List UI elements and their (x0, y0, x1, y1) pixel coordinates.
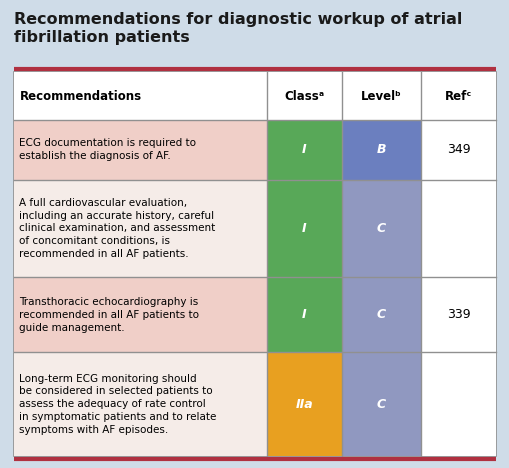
Text: 339: 339 (446, 308, 469, 322)
Text: Classᵃ: Classᵃ (284, 89, 324, 102)
Text: Long-term ECG monitoring should
be considered in selected patients to
assess the: Long-term ECG monitoring should be consi… (19, 373, 216, 435)
Text: C: C (376, 398, 385, 410)
Text: C: C (376, 308, 385, 322)
Text: A full cardiovascular evaluation,
including an accurate history, careful
clinica: A full cardiovascular evaluation, includ… (19, 198, 215, 259)
Bar (267, 352, 341, 456)
Bar (267, 120, 341, 180)
Text: I: I (301, 308, 306, 322)
Bar (420, 278, 495, 352)
Text: B: B (376, 143, 385, 156)
Bar (267, 180, 341, 278)
Bar (14, 352, 267, 456)
Bar (14, 72, 495, 120)
Bar (14, 72, 495, 456)
Bar (341, 180, 420, 278)
Text: Transthoracic echocardiography is
recommended in all AF patients to
guide manage: Transthoracic echocardiography is recomm… (19, 297, 199, 333)
Text: fibrillation patients: fibrillation patients (14, 30, 189, 45)
Text: ECG documentation is required to
establish the diagnosis of AF.: ECG documentation is required to establi… (19, 139, 195, 161)
Text: I: I (301, 143, 306, 156)
Bar (14, 180, 267, 278)
Bar (420, 352, 495, 456)
Text: Refᶜ: Refᶜ (444, 89, 471, 102)
Text: IIa: IIa (295, 398, 313, 410)
Bar (14, 120, 267, 180)
Bar (420, 120, 495, 180)
Text: I: I (301, 222, 306, 235)
Bar (341, 278, 420, 352)
Bar (14, 278, 267, 352)
Text: Recommendations: Recommendations (20, 89, 142, 102)
Text: Recommendations for diagnostic workup of atrial: Recommendations for diagnostic workup of… (14, 12, 462, 27)
Text: Levelᵇ: Levelᵇ (360, 89, 401, 102)
Text: C: C (376, 222, 385, 235)
Bar (341, 352, 420, 456)
Bar (420, 180, 495, 278)
Bar (341, 120, 420, 180)
Bar (267, 278, 341, 352)
Text: 349: 349 (446, 143, 469, 156)
